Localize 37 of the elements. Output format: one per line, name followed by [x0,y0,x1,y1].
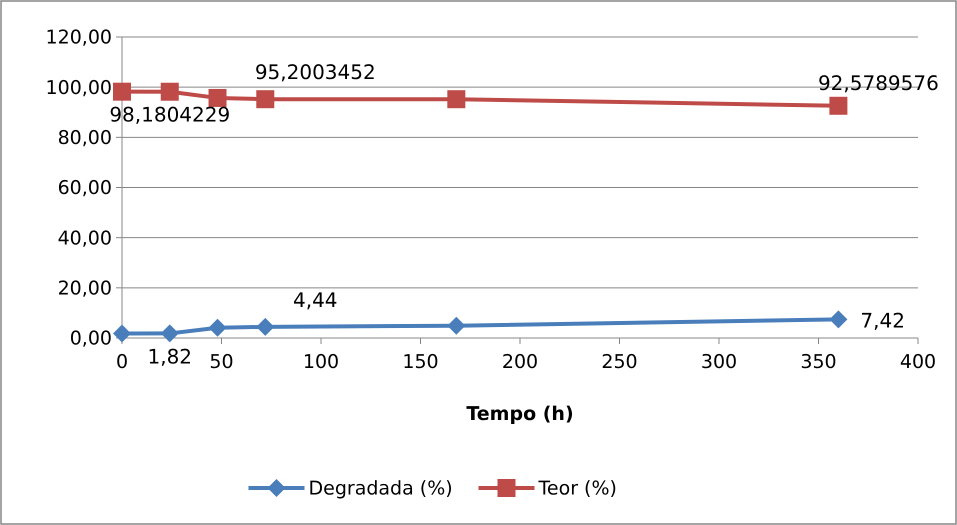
y-tick-label: 40,00 [58,227,112,250]
point [447,90,466,108]
data-label: 92,5789576 [818,70,939,95]
x-tick-label: 150 [402,351,439,373]
x-tick-label: 300 [700,351,738,373]
data-label: 7,42 [860,308,905,332]
x-tick-label: 0 [116,351,128,373]
y-tick-label: 80,00 [58,126,112,149]
point [208,88,227,107]
y-tick-label: 100,00 [46,76,112,99]
x-tick-label: 50 [209,351,234,373]
point [829,96,848,115]
y-tick-label: 120,00 [46,26,112,49]
x-tick-label: 200 [502,351,538,373]
point [208,318,227,337]
point [113,324,131,342]
data-label: 4,44 [293,288,338,312]
y-tick-label: 60,00 [58,177,112,200]
data-label: 98,1804229 [109,102,230,127]
point [160,324,179,342]
x-tick-label: 100 [302,351,340,373]
point [256,318,274,336]
point [113,82,131,101]
point [447,316,466,335]
y-tick-label: 0,00 [70,328,112,350]
x-axis-title: Tempo (h) [466,403,574,425]
x-tick-label: 350 [800,351,837,373]
x-tick-label: 250 [601,351,638,373]
point [829,310,848,328]
point [256,90,274,108]
legend-label: Teor (%) [538,478,617,500]
point [160,82,179,101]
legend-label: Degradada (%) [308,478,453,500]
data-label: 95,2003452 [254,60,376,84]
data-label: 1,82 [147,344,192,368]
x-tick-label: 400 [900,351,936,373]
y-tick-label: 20,00 [58,277,112,300]
